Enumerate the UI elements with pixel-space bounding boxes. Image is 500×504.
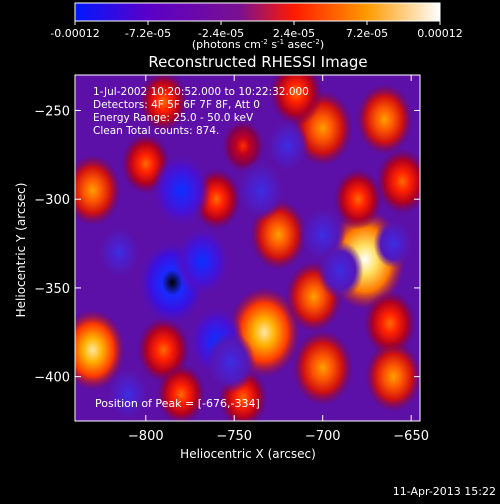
heatmap-source bbox=[356, 83, 413, 155]
x-tick-label: −750 bbox=[216, 429, 252, 444]
heatmap-source bbox=[106, 367, 150, 421]
heatmap-source bbox=[151, 153, 211, 228]
peak-position-label: Position of Peak = [-676,-334] bbox=[95, 397, 260, 410]
y-tick-label: −350 bbox=[34, 282, 70, 297]
footer-date: 11-Apr-2013 15:22 bbox=[393, 485, 496, 498]
annotation-line: Clean Total counts: 874. bbox=[93, 125, 219, 137]
colorbar-tick-label: 2.4e-05 bbox=[273, 27, 315, 40]
colorbar: -0.00012 -7.2e-05 -2.4e-05 2.4e-05 7.2e-05 0.… bbox=[50, 2, 463, 51]
colorbar-tick-label: -2.4e-05 bbox=[198, 27, 244, 40]
heatmap-source bbox=[236, 159, 286, 222]
heatmap-source bbox=[156, 363, 206, 421]
heatmap-source bbox=[363, 290, 417, 357]
x-tick-label: −800 bbox=[128, 429, 164, 444]
colorbar-tick-label: 0.00012 bbox=[417, 27, 463, 40]
y-axis-label: Heliocentric Y (arcsec) bbox=[14, 183, 28, 318]
heatmap-source bbox=[333, 168, 383, 230]
x-tick-label: −700 bbox=[305, 429, 341, 444]
x-axis-label: Heliocentric X (arcsec) bbox=[180, 447, 316, 461]
chart-title: Reconstructed RHESSI Image bbox=[148, 53, 367, 71]
annotation-line: 1-Jul-2002 10:20:52.000 to 10:22:32.000 bbox=[93, 86, 309, 98]
colorbar-frame bbox=[74, 2, 441, 22]
heatmap-source bbox=[97, 225, 141, 280]
x-tick-label: −650 bbox=[393, 429, 429, 444]
heatmap-source bbox=[317, 241, 364, 300]
colorbar-tick-label: 7.2e-05 bbox=[346, 27, 388, 40]
heatmap-source bbox=[174, 226, 231, 297]
plot-frame bbox=[74, 74, 421, 422]
colorbar-tick-label: -0.00012 bbox=[50, 27, 99, 40]
heatmap-source bbox=[265, 119, 309, 173]
heatmap-source bbox=[138, 75, 188, 133]
heatmap-source bbox=[375, 148, 420, 215]
heatmap-source bbox=[365, 341, 420, 413]
colorbar-ticks: -0.00012 -7.2e-05 -2.4e-05 2.4e-05 7.2e-05 0.… bbox=[50, 21, 463, 40]
y-tick-label: −250 bbox=[34, 104, 70, 119]
annotation-line: Detectors: 4F 5F 6F 7F 8F, Att 0 bbox=[93, 99, 260, 111]
y-axis-ticks: −250 −300 −350 −400 bbox=[34, 104, 420, 386]
colorbar-gradient bbox=[75, 3, 440, 21]
y-tick-label: −400 bbox=[34, 371, 70, 386]
y-tick-label: −300 bbox=[34, 193, 70, 208]
colorbar-tick-label: -7.2e-05 bbox=[125, 27, 171, 40]
heatmap-source bbox=[269, 75, 323, 126]
heatmap-image bbox=[75, 75, 420, 421]
x-axis-ticks: −800 −750 −700 −650 bbox=[128, 75, 429, 444]
annotation-block: 1-Jul-2002 10:20:52.000 to 10:22:32.000D… bbox=[93, 86, 309, 137]
heatmap-source bbox=[292, 330, 353, 406]
heatmap-source bbox=[75, 309, 125, 391]
heatmap-sources bbox=[75, 75, 420, 421]
heatmap-source bbox=[205, 331, 256, 394]
heatmap-source bbox=[373, 218, 414, 269]
annotation-line: Energy Range: 25.0 - 50.0 keV bbox=[93, 112, 254, 124]
heatmap-source bbox=[220, 117, 266, 175]
colorbar-unit-label: (photons cm-2 s-1 asec-2) bbox=[192, 38, 324, 51]
heatmap-source bbox=[75, 154, 121, 226]
